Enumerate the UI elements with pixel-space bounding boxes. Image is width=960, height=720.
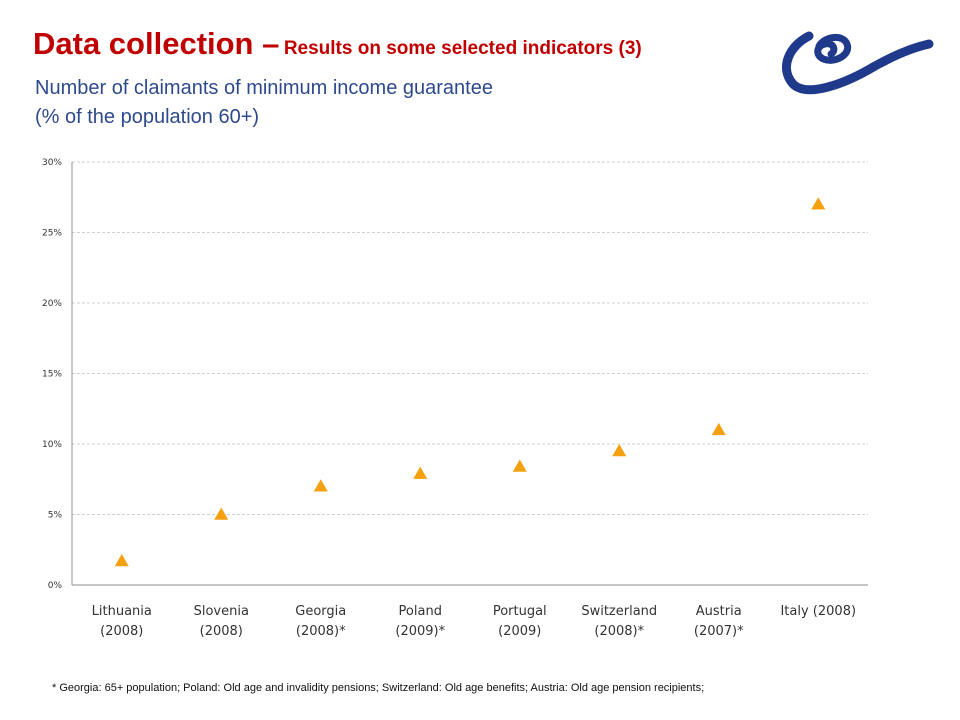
data-point-triangle [313, 479, 328, 492]
x-category-label-line: (2009)* [395, 624, 445, 639]
x-category-label: Lithuania (2008) [92, 604, 152, 639]
chart-subtitle: Number of claimants of minimum income gu… [35, 74, 675, 132]
x-category-label: Italy (2008) [780, 604, 856, 619]
title-sub: Results on some selected indicators (3) [283, 38, 642, 59]
x-category-label-line: Lithuania [92, 604, 152, 619]
x-category-label-line: Austria [696, 604, 742, 619]
data-point-triangle [711, 422, 726, 436]
y-tick-label: 20% [42, 299, 62, 309]
footnote: * Georgia: 65+ population; Poland: Old a… [52, 682, 705, 694]
y-tick-label: 10% [42, 440, 62, 450]
y-axis-ticks: 0% 5% 10% 15% 20% 25% 30% [42, 158, 62, 591]
y-tick-label: 25% [42, 229, 62, 239]
x-category-label-line: (2007)* [694, 624, 744, 639]
y-tick-label: 5% [48, 511, 63, 521]
x-category-label-line: (2008)* [296, 624, 346, 639]
gridlines [72, 161, 868, 515]
x-category-label: Georgia (2008)* [295, 604, 346, 639]
scatter-chart: 0%5%10%15%20%25%30% Lithuania (2008)Slove… [42, 158, 868, 639]
x-category-label-line: Georgia [295, 604, 346, 619]
council-of-europe-logo-icon [782, 31, 934, 95]
title-main: Data collection – [33, 26, 280, 61]
slide-title: Data collection – Results on some select… [33, 26, 642, 62]
x-category-label-line: Slovenia [194, 604, 249, 619]
x-category-label: Austria (2007)* [694, 604, 744, 639]
x-category-label-line: (2008) [100, 624, 143, 639]
data-point-triangle [214, 507, 229, 520]
x-category-label-line: Italy (2008) [780, 604, 856, 619]
x-category-label-line: Switzerland [581, 604, 657, 619]
x-category-label: Slovenia (2008) [194, 604, 249, 639]
data-point-triangle [512, 459, 527, 472]
subtitle-line-2: (% of the population 60+) [35, 106, 260, 128]
x-category-label: Poland (2009)* [395, 604, 445, 639]
y-tick-label: 30% [42, 158, 62, 168]
x-category-label-line: (2008) [200, 624, 243, 639]
x-category-label-line: (2008)* [594, 624, 644, 639]
y-tick-label: 0% [48, 581, 63, 591]
chart-axes [71, 162, 868, 586]
x-category-label-line: Portugal [493, 604, 547, 619]
x-axis-categories: Lithuania (2008) Slovenia (2008) Georgia (200… [92, 604, 856, 639]
y-tick-label: 15% [42, 370, 62, 380]
x-category-label: Portugal (2009) [493, 604, 547, 639]
x-category-label: Switzerland (2008)* [581, 604, 657, 639]
data-point-triangle [413, 466, 428, 479]
data-point-triangle [811, 197, 826, 210]
x-category-label-line: Poland [399, 604, 442, 619]
subtitle-line-1: Number of claimants of minimum income gu… [35, 77, 493, 99]
x-category-label-line: (2009) [498, 624, 541, 639]
data-point-triangle [114, 554, 129, 567]
data-point-triangle [612, 444, 627, 457]
data-points [114, 197, 826, 567]
